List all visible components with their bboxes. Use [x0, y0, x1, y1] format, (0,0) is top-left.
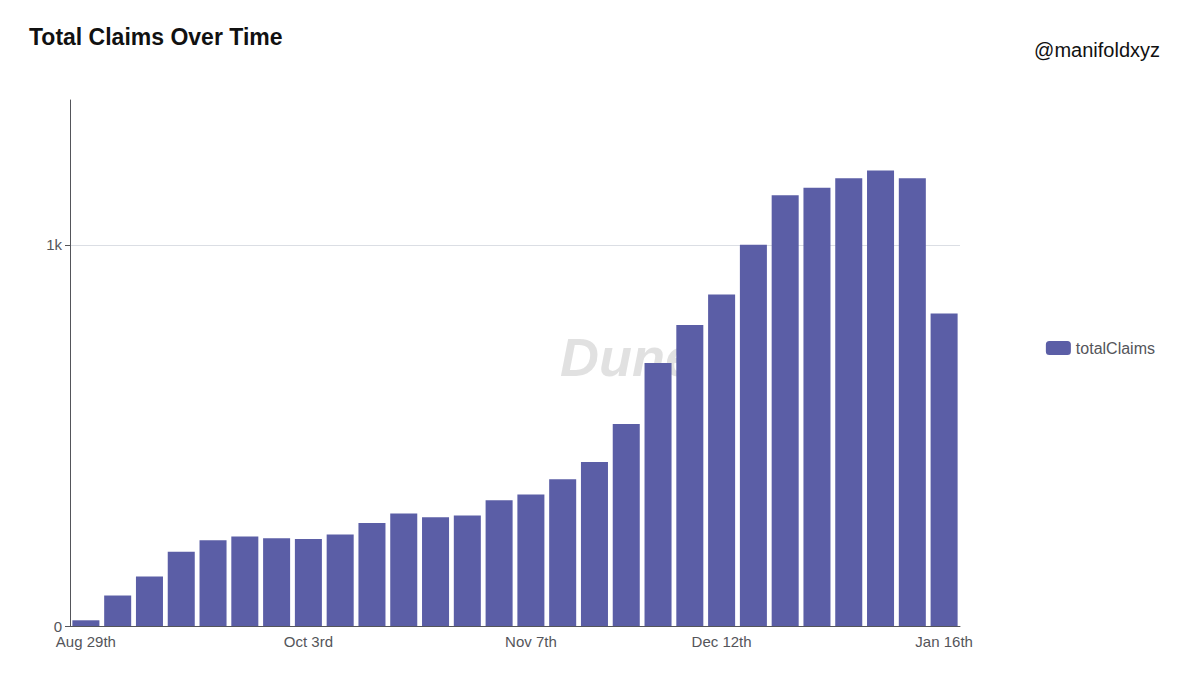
- svg-text:Total Claims Over Time: Total Claims Over Time: [29, 24, 283, 50]
- svg-text:@manifoldxyz: @manifoldxyz: [1034, 39, 1160, 61]
- svg-text:Dec 12th: Dec 12th: [692, 633, 752, 650]
- svg-text:Nov 7th: Nov 7th: [505, 633, 557, 650]
- svg-text:Oct 3rd: Oct 3rd: [284, 633, 333, 650]
- svg-text:Aug 29th: Aug 29th: [56, 633, 116, 650]
- svg-text:Dune: Dune: [560, 327, 695, 387]
- svg-text:0: 0: [54, 618, 62, 635]
- svg-text:Jan 16th: Jan 16th: [915, 633, 973, 650]
- svg-text:1k: 1k: [46, 236, 62, 253]
- svg-text:totalClaims: totalClaims: [1076, 340, 1155, 357]
